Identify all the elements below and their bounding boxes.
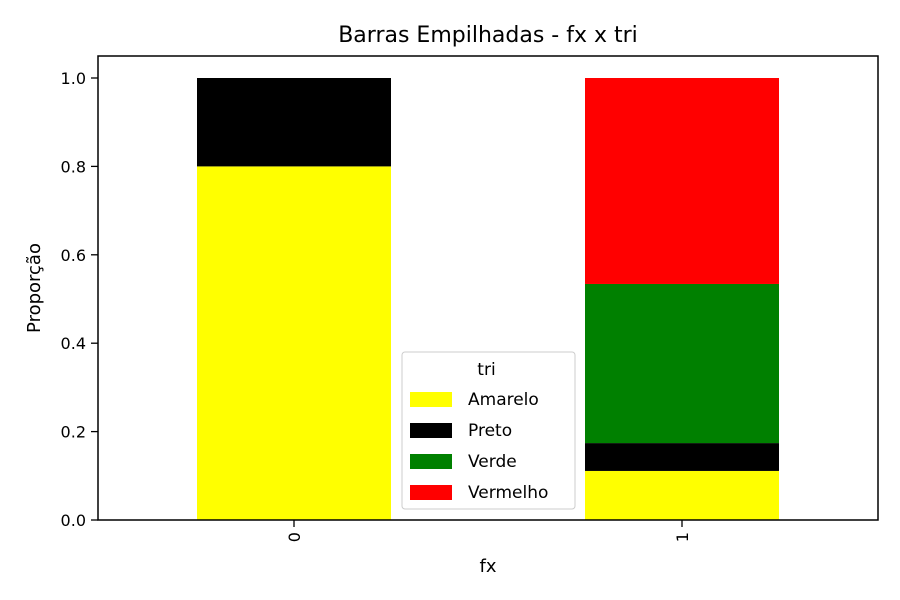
y-tick-label: 0.4: [61, 334, 86, 353]
bar-segment-amarelo-0: [197, 166, 391, 520]
x-axis-label: fx: [480, 556, 497, 577]
x-tick-label: 0: [285, 532, 304, 542]
legend: tri Amarelo Preto Verde Vermelho: [401, 351, 576, 510]
y-tick-label: 1.0: [61, 69, 86, 88]
y-tick-label: 0.0: [61, 511, 86, 530]
bar-segment-verde-1: [585, 283, 779, 444]
plot-frame: [97, 55, 879, 521]
legend-label-preto: Preto: [468, 421, 512, 441]
legend-label-vermelho: Vermelho: [468, 483, 548, 503]
bars-layer: [197, 78, 779, 520]
y-tick-label: 0.8: [61, 157, 86, 176]
chart-title: Barras Empilhadas - fx x tri: [338, 23, 638, 48]
y-axis: 0.0 0.2 0.4 0.6 0.8 1.0: [61, 69, 98, 530]
bar-segment-amarelo-1: [585, 470, 779, 520]
legend-swatch-vermelho: [410, 485, 452, 500]
y-axis-label: Proporção: [24, 243, 45, 333]
y-tick-label: 0.6: [61, 246, 86, 265]
bar-segment-preto-0: [197, 78, 391, 167]
legend-label-verde: Verde: [468, 452, 517, 472]
legend-swatch-amarelo: [410, 392, 452, 407]
bar-segment-vermelho-1: [585, 78, 779, 284]
legend-swatch-preto: [410, 423, 452, 438]
legend-label-amarelo: Amarelo: [468, 390, 539, 410]
legend-title: tri: [477, 360, 495, 380]
legend-frame: [401, 351, 576, 510]
bar-segment-preto-1: [585, 443, 779, 471]
x-tick-label: 1: [673, 532, 692, 542]
legend-swatch-verde: [410, 454, 452, 469]
y-tick-label: 0.2: [61, 423, 86, 442]
